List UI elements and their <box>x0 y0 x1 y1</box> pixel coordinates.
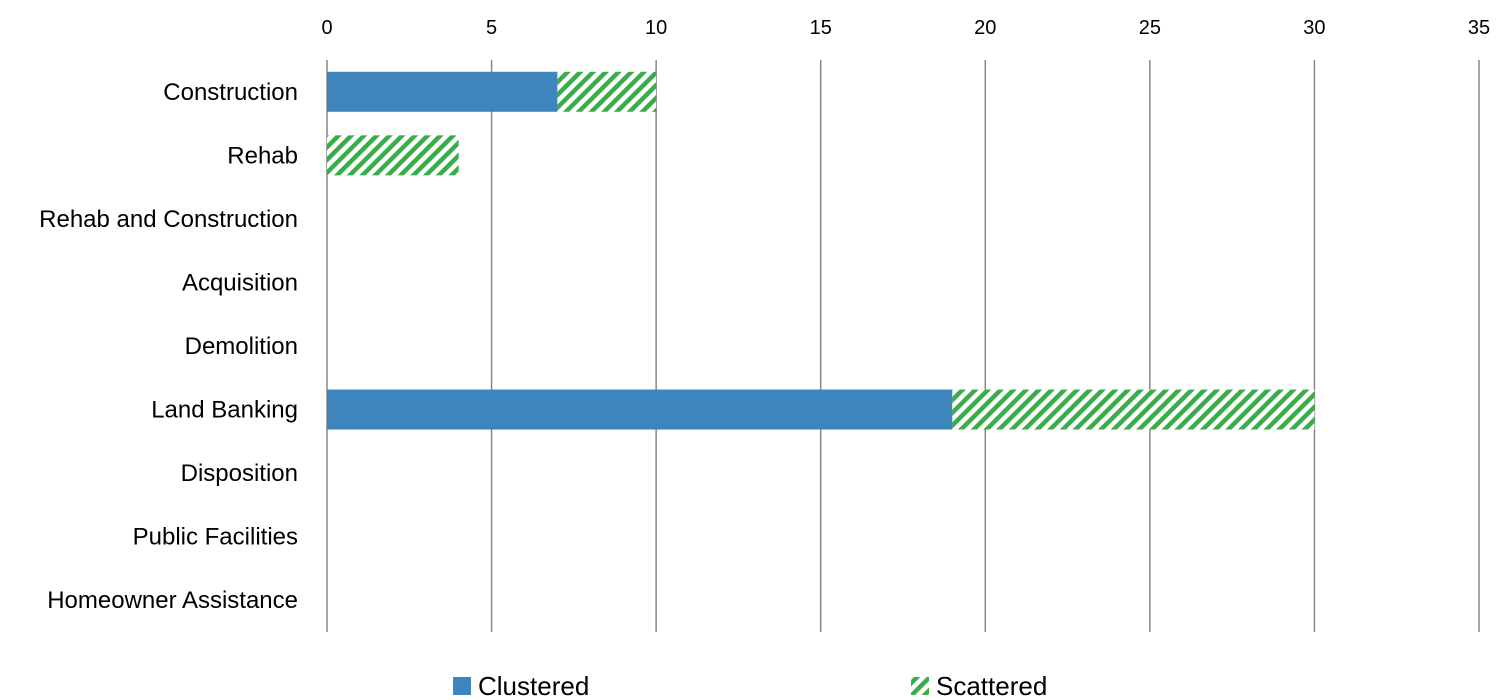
x-tick-label: 15 <box>810 17 832 39</box>
x-tick-label: 10 <box>645 17 667 39</box>
bar-scattered-land-banking <box>952 389 1315 430</box>
legend-swatch-scattered <box>911 677 929 695</box>
category-label: Rehab and Construction <box>39 206 298 233</box>
legend-swatch-clustered <box>453 677 471 695</box>
bar-scattered-rehab <box>327 135 459 176</box>
category-label: Public Facilities <box>133 524 298 551</box>
legend: Clustered Scattered <box>453 671 1047 700</box>
gridlines <box>326 60 1480 632</box>
category-label: Acquisition <box>182 269 298 296</box>
bars <box>327 71 1315 430</box>
category-label: Construction <box>163 79 298 106</box>
category-label: Disposition <box>181 460 298 487</box>
bar-clustered-construction <box>327 71 558 112</box>
category-label: Homeowner Assistance <box>47 587 298 614</box>
bar-scattered-construction <box>557 71 657 112</box>
legend-label-scattered: Scattered <box>936 671 1047 700</box>
x-axis-ticks: 0 5 10 15 20 25 30 35 <box>321 17 1490 39</box>
legend-label-clustered: Clustered <box>478 671 589 700</box>
category-label: Demolition <box>185 333 298 360</box>
x-tick-label: 5 <box>486 17 497 39</box>
bar-clustered-land-banking <box>327 389 953 430</box>
x-tick-label: 20 <box>974 17 996 39</box>
category-label: Rehab <box>227 142 298 169</box>
x-tick-label: 30 <box>1303 17 1325 39</box>
y-axis-categories: Construction Rehab Rehab and Construction A… <box>39 79 298 614</box>
category-label: Land Banking <box>151 397 298 424</box>
x-tick-label: 25 <box>1139 17 1161 39</box>
x-tick-label: 35 <box>1468 17 1490 39</box>
x-tick-label: 0 <box>321 17 332 39</box>
